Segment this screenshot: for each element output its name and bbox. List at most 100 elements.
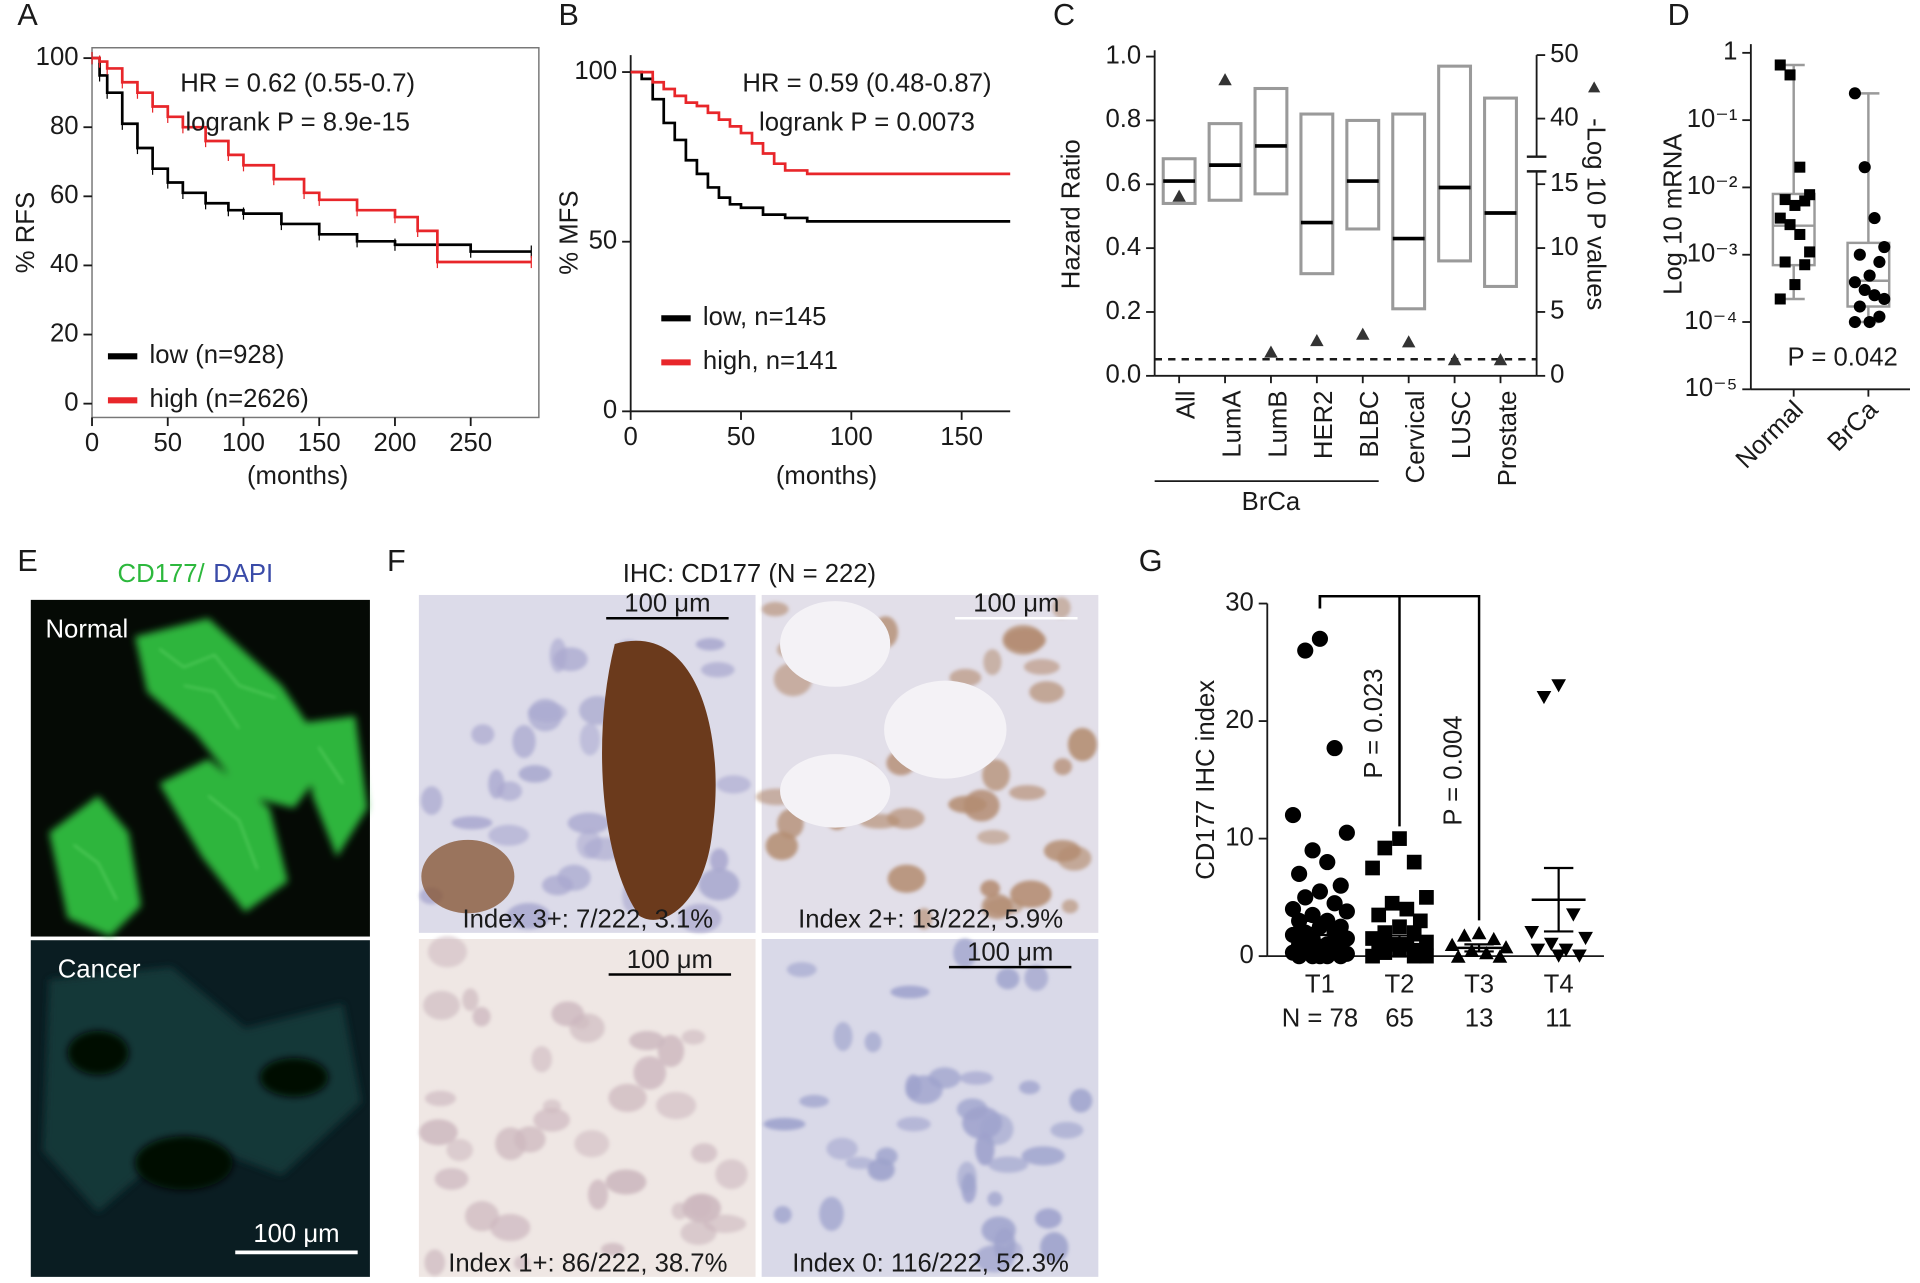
data-point xyxy=(1774,212,1786,224)
cell xyxy=(551,1001,584,1027)
data-point xyxy=(1794,228,1806,240)
cell xyxy=(1034,1208,1062,1229)
cell xyxy=(1053,758,1072,776)
scale-label: 100 μm xyxy=(967,938,1053,966)
panel-letter: D xyxy=(1668,0,1690,32)
data-point xyxy=(1406,854,1422,870)
annotation: logrank P = 0.0073 xyxy=(759,108,975,136)
data-point xyxy=(1486,931,1502,946)
cell xyxy=(993,1228,1016,1262)
data-point xyxy=(1853,300,1866,313)
data-point xyxy=(1530,943,1546,957)
cell xyxy=(698,868,740,901)
data-point xyxy=(1326,895,1343,912)
cell xyxy=(715,1159,748,1190)
data-point xyxy=(1297,642,1314,659)
cell xyxy=(629,1030,665,1051)
cell xyxy=(576,830,602,859)
panel-letter: B xyxy=(558,0,578,32)
y-tick-label: 50 xyxy=(589,226,618,254)
y-tick-label: 100 xyxy=(36,43,79,71)
cancer-gaps xyxy=(67,1030,329,1190)
category-label: BLBC xyxy=(1356,391,1384,458)
p-value xyxy=(1447,353,1462,366)
fat-vacuole xyxy=(884,680,1007,779)
cell xyxy=(656,1091,697,1120)
data-point xyxy=(1457,928,1472,942)
data-point xyxy=(1551,949,1566,963)
cell xyxy=(695,638,725,651)
cell xyxy=(1050,1121,1084,1139)
cell xyxy=(953,938,977,968)
panel-e: E CD177/ DAPI Normal Cancer 100 μm xyxy=(17,544,370,1277)
annotation: HR = 0.59 (0.48-0.87) xyxy=(742,69,991,97)
cell xyxy=(959,1071,993,1085)
ci-box xyxy=(1207,122,1243,202)
p-value xyxy=(1172,189,1186,202)
panel-f: F IHC: CD177 (N = 222) 100 μm Index 3+: 7… xyxy=(387,544,1099,1277)
legend-label: low (n=928) xyxy=(150,341,285,369)
cell xyxy=(980,880,1001,898)
cell xyxy=(1052,597,1071,619)
y2-axis-label: -Log 10 P values xyxy=(1581,118,1609,310)
y-tick-label: 0 xyxy=(603,396,617,424)
cell xyxy=(799,1094,829,1108)
y-tick-label: 80 xyxy=(50,112,79,140)
data-point xyxy=(1311,948,1329,965)
data-point xyxy=(1311,630,1329,647)
cell xyxy=(1019,1080,1040,1095)
cell xyxy=(488,769,505,799)
cell xyxy=(518,765,552,783)
data-point xyxy=(1297,889,1314,906)
data-point xyxy=(1284,807,1302,824)
legend-label: high (n=2626) xyxy=(150,385,309,413)
data-point xyxy=(1848,315,1861,329)
fat-vacuole xyxy=(780,601,891,687)
y-axis-label: % MFS xyxy=(555,191,583,275)
x-tick-label: 100 xyxy=(222,429,265,457)
category-label: T4 xyxy=(1544,970,1574,998)
cell xyxy=(786,962,817,978)
data-point xyxy=(1319,854,1336,871)
y-tick-label: 10⁻⁵ xyxy=(1685,374,1738,402)
data-point xyxy=(1873,255,1886,269)
annotation: HR = 0.62 (0.55-0.7) xyxy=(180,69,415,97)
ci-box xyxy=(1345,118,1381,231)
cell xyxy=(574,1130,610,1158)
cell xyxy=(765,831,798,861)
significance-bracket xyxy=(1318,594,1481,921)
cell xyxy=(600,1242,625,1256)
p-value-label: P = 0.004 xyxy=(1439,715,1467,825)
data-point xyxy=(1774,293,1786,305)
data-point xyxy=(1419,890,1434,905)
cell xyxy=(1069,1088,1093,1113)
data-point xyxy=(1848,276,1861,289)
data-point xyxy=(1392,919,1407,935)
data-point xyxy=(1784,69,1796,81)
data-point xyxy=(1464,943,1480,957)
cell xyxy=(608,1083,647,1113)
cell xyxy=(671,1202,688,1220)
data-point xyxy=(1572,949,1587,963)
data-point xyxy=(1304,906,1321,924)
data-point xyxy=(1779,194,1791,206)
data-point xyxy=(1291,865,1308,882)
data-point xyxy=(1878,292,1891,306)
cell xyxy=(512,725,536,758)
cell xyxy=(700,662,735,678)
cell xyxy=(488,824,529,846)
green-tissue xyxy=(49,618,368,937)
category-label: LumB xyxy=(1264,391,1292,458)
ci-box xyxy=(1299,112,1335,276)
y-tick-label: 20 xyxy=(1225,706,1254,734)
cell xyxy=(981,893,1013,920)
x-tick-label: 50 xyxy=(153,429,182,457)
cell xyxy=(506,902,551,930)
category-label: T3 xyxy=(1464,970,1494,998)
p-value-label: P = 0.023 xyxy=(1360,668,1388,778)
x-tick-label: 0 xyxy=(624,423,638,451)
data-point xyxy=(1365,948,1380,964)
n-label: N = 78 xyxy=(1282,1005,1358,1033)
cell xyxy=(890,985,930,999)
